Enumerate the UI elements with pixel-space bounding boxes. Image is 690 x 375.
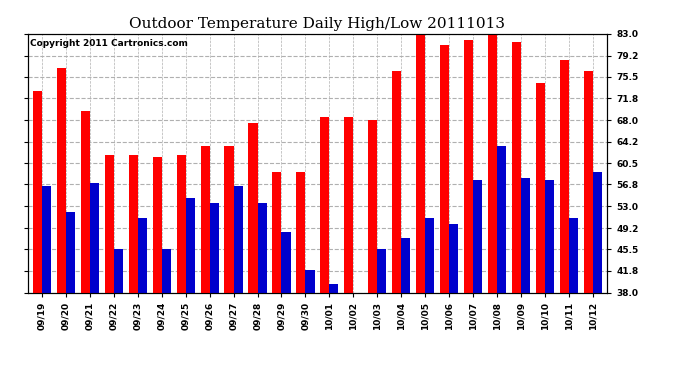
Bar <box>344 117 353 292</box>
Bar <box>42 186 51 292</box>
Bar <box>593 172 602 292</box>
Bar <box>512 42 521 292</box>
Bar <box>473 180 482 292</box>
Bar <box>234 186 243 292</box>
Text: Copyright 2011 Cartronics.com: Copyright 2011 Cartronics.com <box>30 39 188 48</box>
Bar <box>416 34 425 292</box>
Bar <box>296 172 306 292</box>
Bar <box>105 154 114 292</box>
Bar <box>224 146 234 292</box>
Bar <box>273 172 282 292</box>
Bar <box>401 238 411 292</box>
Bar <box>257 203 266 292</box>
Bar <box>114 249 123 292</box>
Bar <box>306 270 315 292</box>
Bar <box>248 123 257 292</box>
Bar <box>66 212 75 292</box>
Bar <box>186 198 195 292</box>
Bar <box>377 249 386 292</box>
Bar <box>425 218 434 292</box>
Bar <box>138 218 147 292</box>
Bar <box>90 183 99 292</box>
Bar <box>152 158 161 292</box>
Bar <box>368 120 377 292</box>
Bar <box>329 284 339 292</box>
Bar <box>497 146 506 292</box>
Bar <box>560 60 569 292</box>
Bar <box>392 71 401 292</box>
Bar <box>584 71 593 292</box>
Bar <box>449 224 458 292</box>
Bar <box>177 154 186 292</box>
Title: Outdoor Temperature Daily High/Low 20111013: Outdoor Temperature Daily High/Low 20111… <box>130 17 505 31</box>
Bar <box>536 82 545 292</box>
Bar <box>33 91 42 292</box>
Bar <box>57 68 66 292</box>
Bar <box>569 218 578 292</box>
Bar <box>545 180 554 292</box>
Bar <box>201 146 210 292</box>
Bar <box>128 154 138 292</box>
Bar <box>210 203 219 292</box>
Bar <box>488 34 497 292</box>
Bar <box>161 249 171 292</box>
Bar <box>81 111 90 292</box>
Bar <box>320 117 329 292</box>
Bar <box>464 39 473 292</box>
Bar <box>282 232 290 292</box>
Bar <box>521 177 530 292</box>
Bar <box>440 45 449 292</box>
